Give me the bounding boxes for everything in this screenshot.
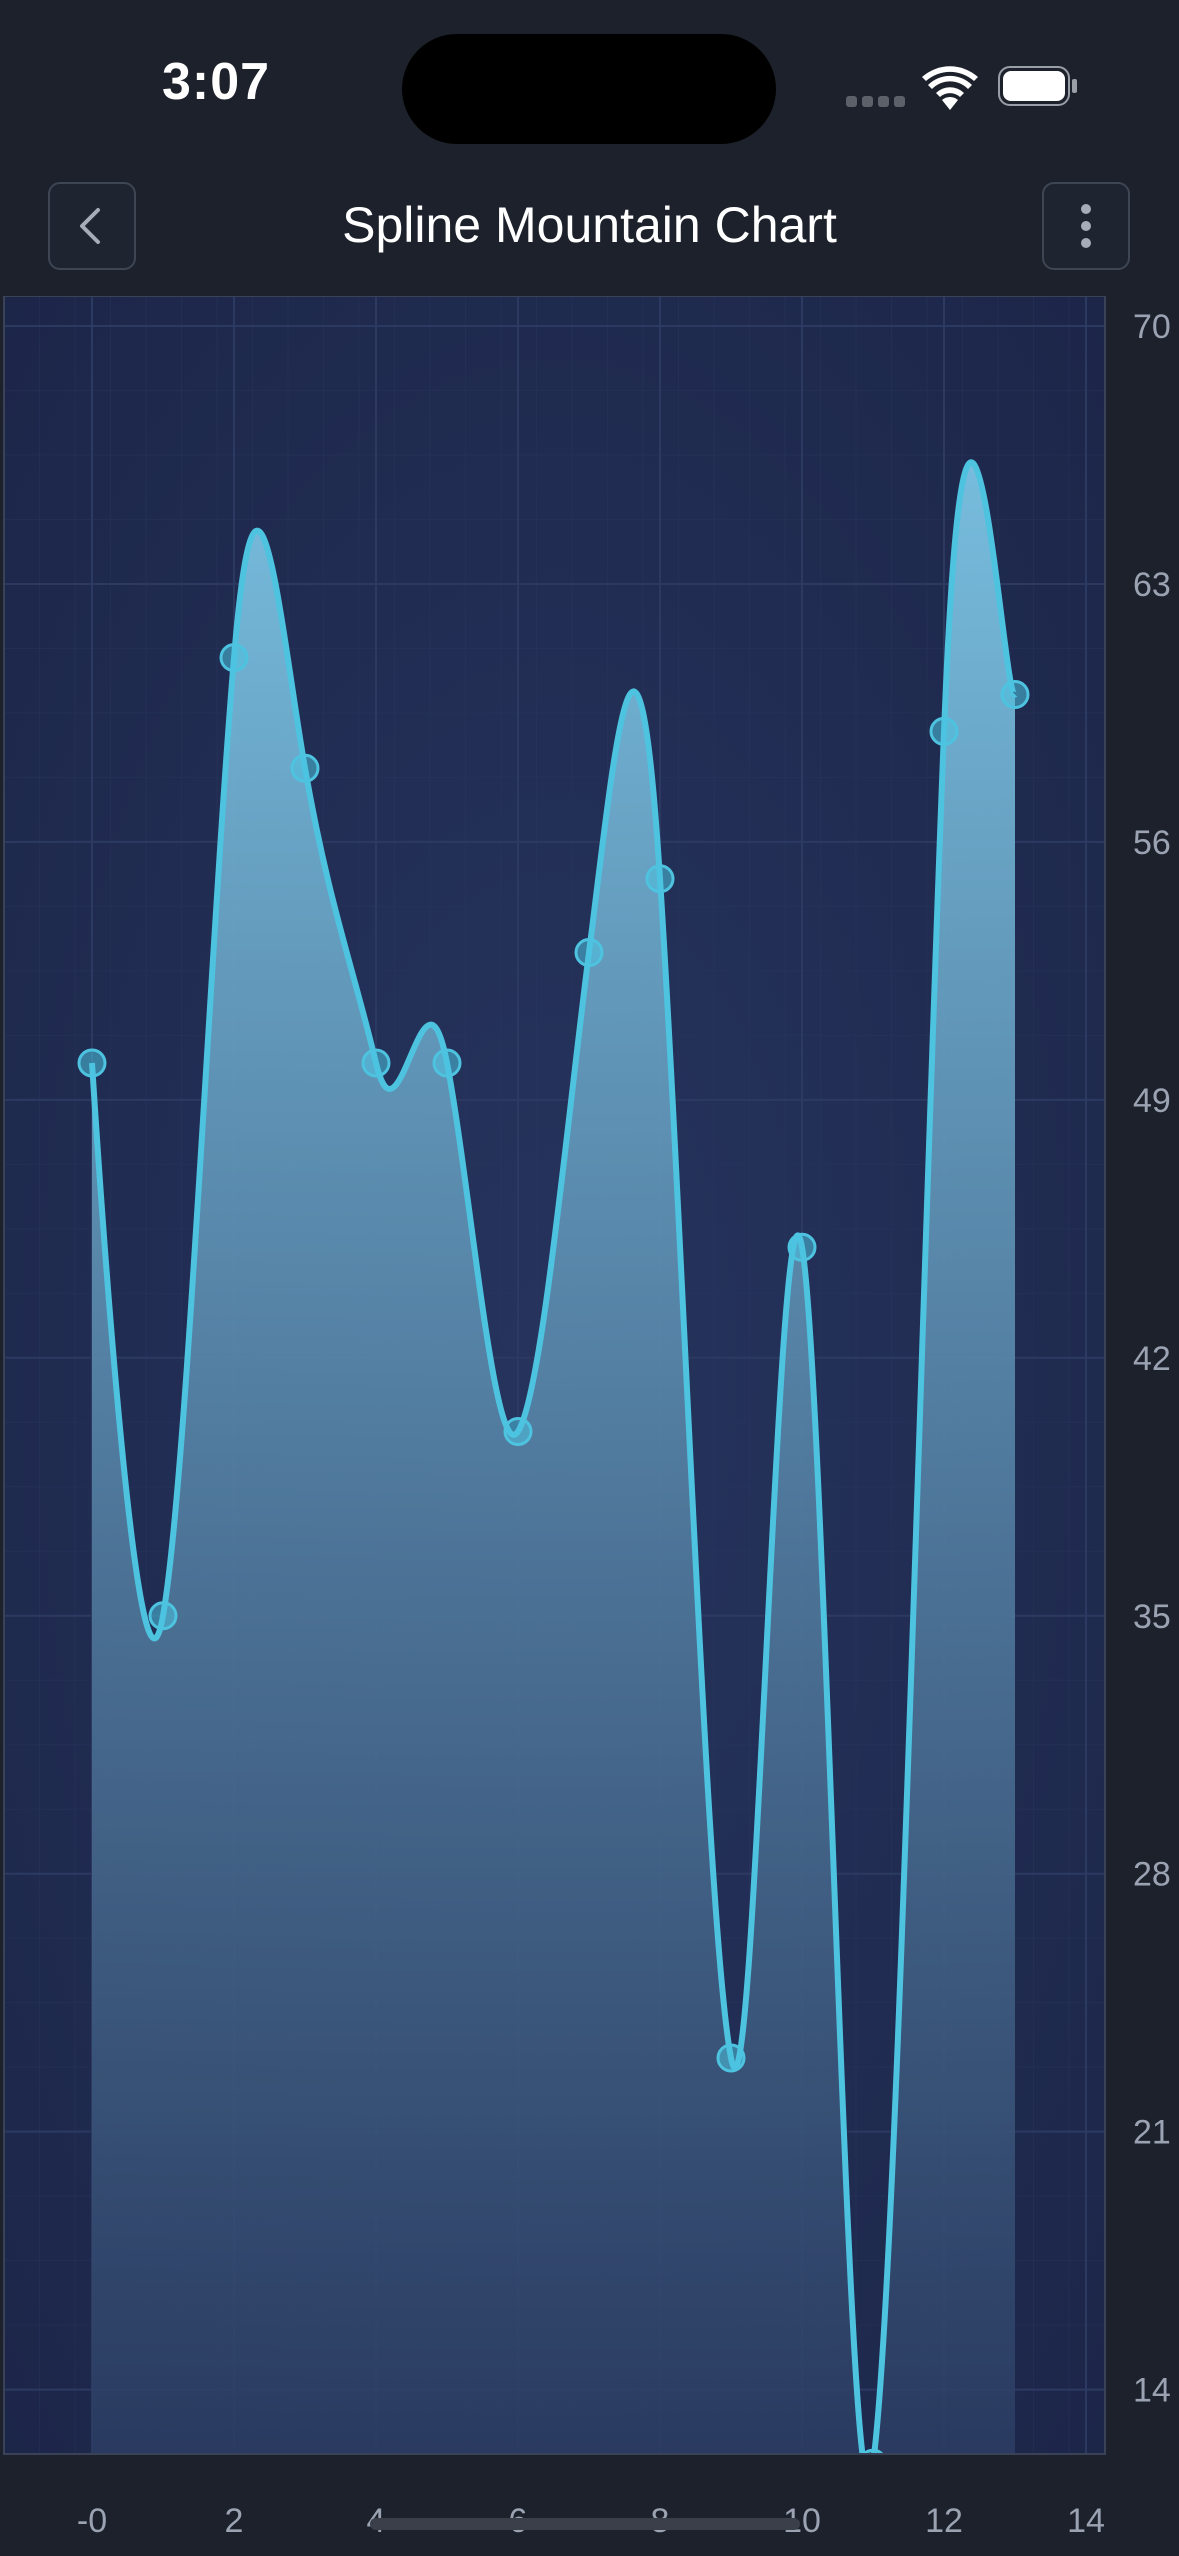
battery-icon bbox=[998, 66, 1078, 106]
data-point-marker[interactable] bbox=[77, 1048, 107, 1078]
y-tick-label: 28 bbox=[1133, 1856, 1171, 1894]
wifi-icon bbox=[922, 66, 978, 110]
cellular-signal-icon bbox=[846, 96, 906, 108]
data-point-marker[interactable] bbox=[716, 2043, 746, 2073]
data-point-marker[interactable] bbox=[148, 1601, 178, 1631]
y-tick-label: 35 bbox=[1133, 1598, 1171, 1636]
data-point-marker[interactable] bbox=[503, 1417, 533, 1446]
data-point-marker[interactable] bbox=[219, 643, 249, 673]
x-tick-label: 2 bbox=[225, 2502, 244, 2540]
data-point-markers bbox=[77, 643, 1030, 2454]
x-tick-label: -0 bbox=[77, 2502, 107, 2540]
more-vertical-icon bbox=[1081, 204, 1091, 248]
y-tick-label: 63 bbox=[1133, 566, 1171, 604]
navigation-bar: Spline Mountain Chart bbox=[0, 160, 1179, 296]
data-point-marker[interactable] bbox=[290, 753, 320, 783]
dynamic-island bbox=[402, 34, 776, 144]
data-point-marker[interactable] bbox=[929, 716, 959, 746]
horizontal-scrollbar[interactable] bbox=[370, 2518, 800, 2530]
data-point-marker[interactable] bbox=[787, 1232, 817, 1262]
y-tick-label: 56 bbox=[1133, 824, 1171, 862]
mountain-area bbox=[92, 462, 1015, 2454]
y-tick-label: 42 bbox=[1133, 1340, 1171, 1378]
data-point-marker[interactable] bbox=[645, 864, 675, 894]
data-point-marker[interactable] bbox=[574, 937, 604, 967]
page-title: Spline Mountain Chart bbox=[342, 197, 837, 253]
y-tick-label: 14 bbox=[1133, 2372, 1171, 2410]
spline-line bbox=[89, 459, 1018, 2454]
x-tick-label: 14 bbox=[1067, 2502, 1105, 2540]
chevron-left-icon bbox=[80, 208, 100, 244]
status-bar: 3:07 bbox=[0, 0, 1179, 160]
plot-border bbox=[3, 296, 1106, 2455]
data-point-marker[interactable] bbox=[1000, 680, 1030, 709]
x-tick-label: 12 bbox=[925, 2502, 963, 2540]
y-tick-label: 49 bbox=[1133, 1082, 1171, 1120]
y-axis: 70 63 56 49 42 35 28 21 14 bbox=[1133, 308, 1171, 2410]
y-tick-label: 70 bbox=[1133, 308, 1171, 346]
back-button[interactable] bbox=[48, 182, 136, 270]
more-options-button[interactable] bbox=[1042, 182, 1130, 270]
y-tick-label: 21 bbox=[1133, 2114, 1171, 2152]
status-time: 3:07 bbox=[162, 53, 271, 111]
data-point-marker[interactable] bbox=[361, 1048, 391, 1078]
data-point-marker[interactable] bbox=[432, 1048, 462, 1078]
